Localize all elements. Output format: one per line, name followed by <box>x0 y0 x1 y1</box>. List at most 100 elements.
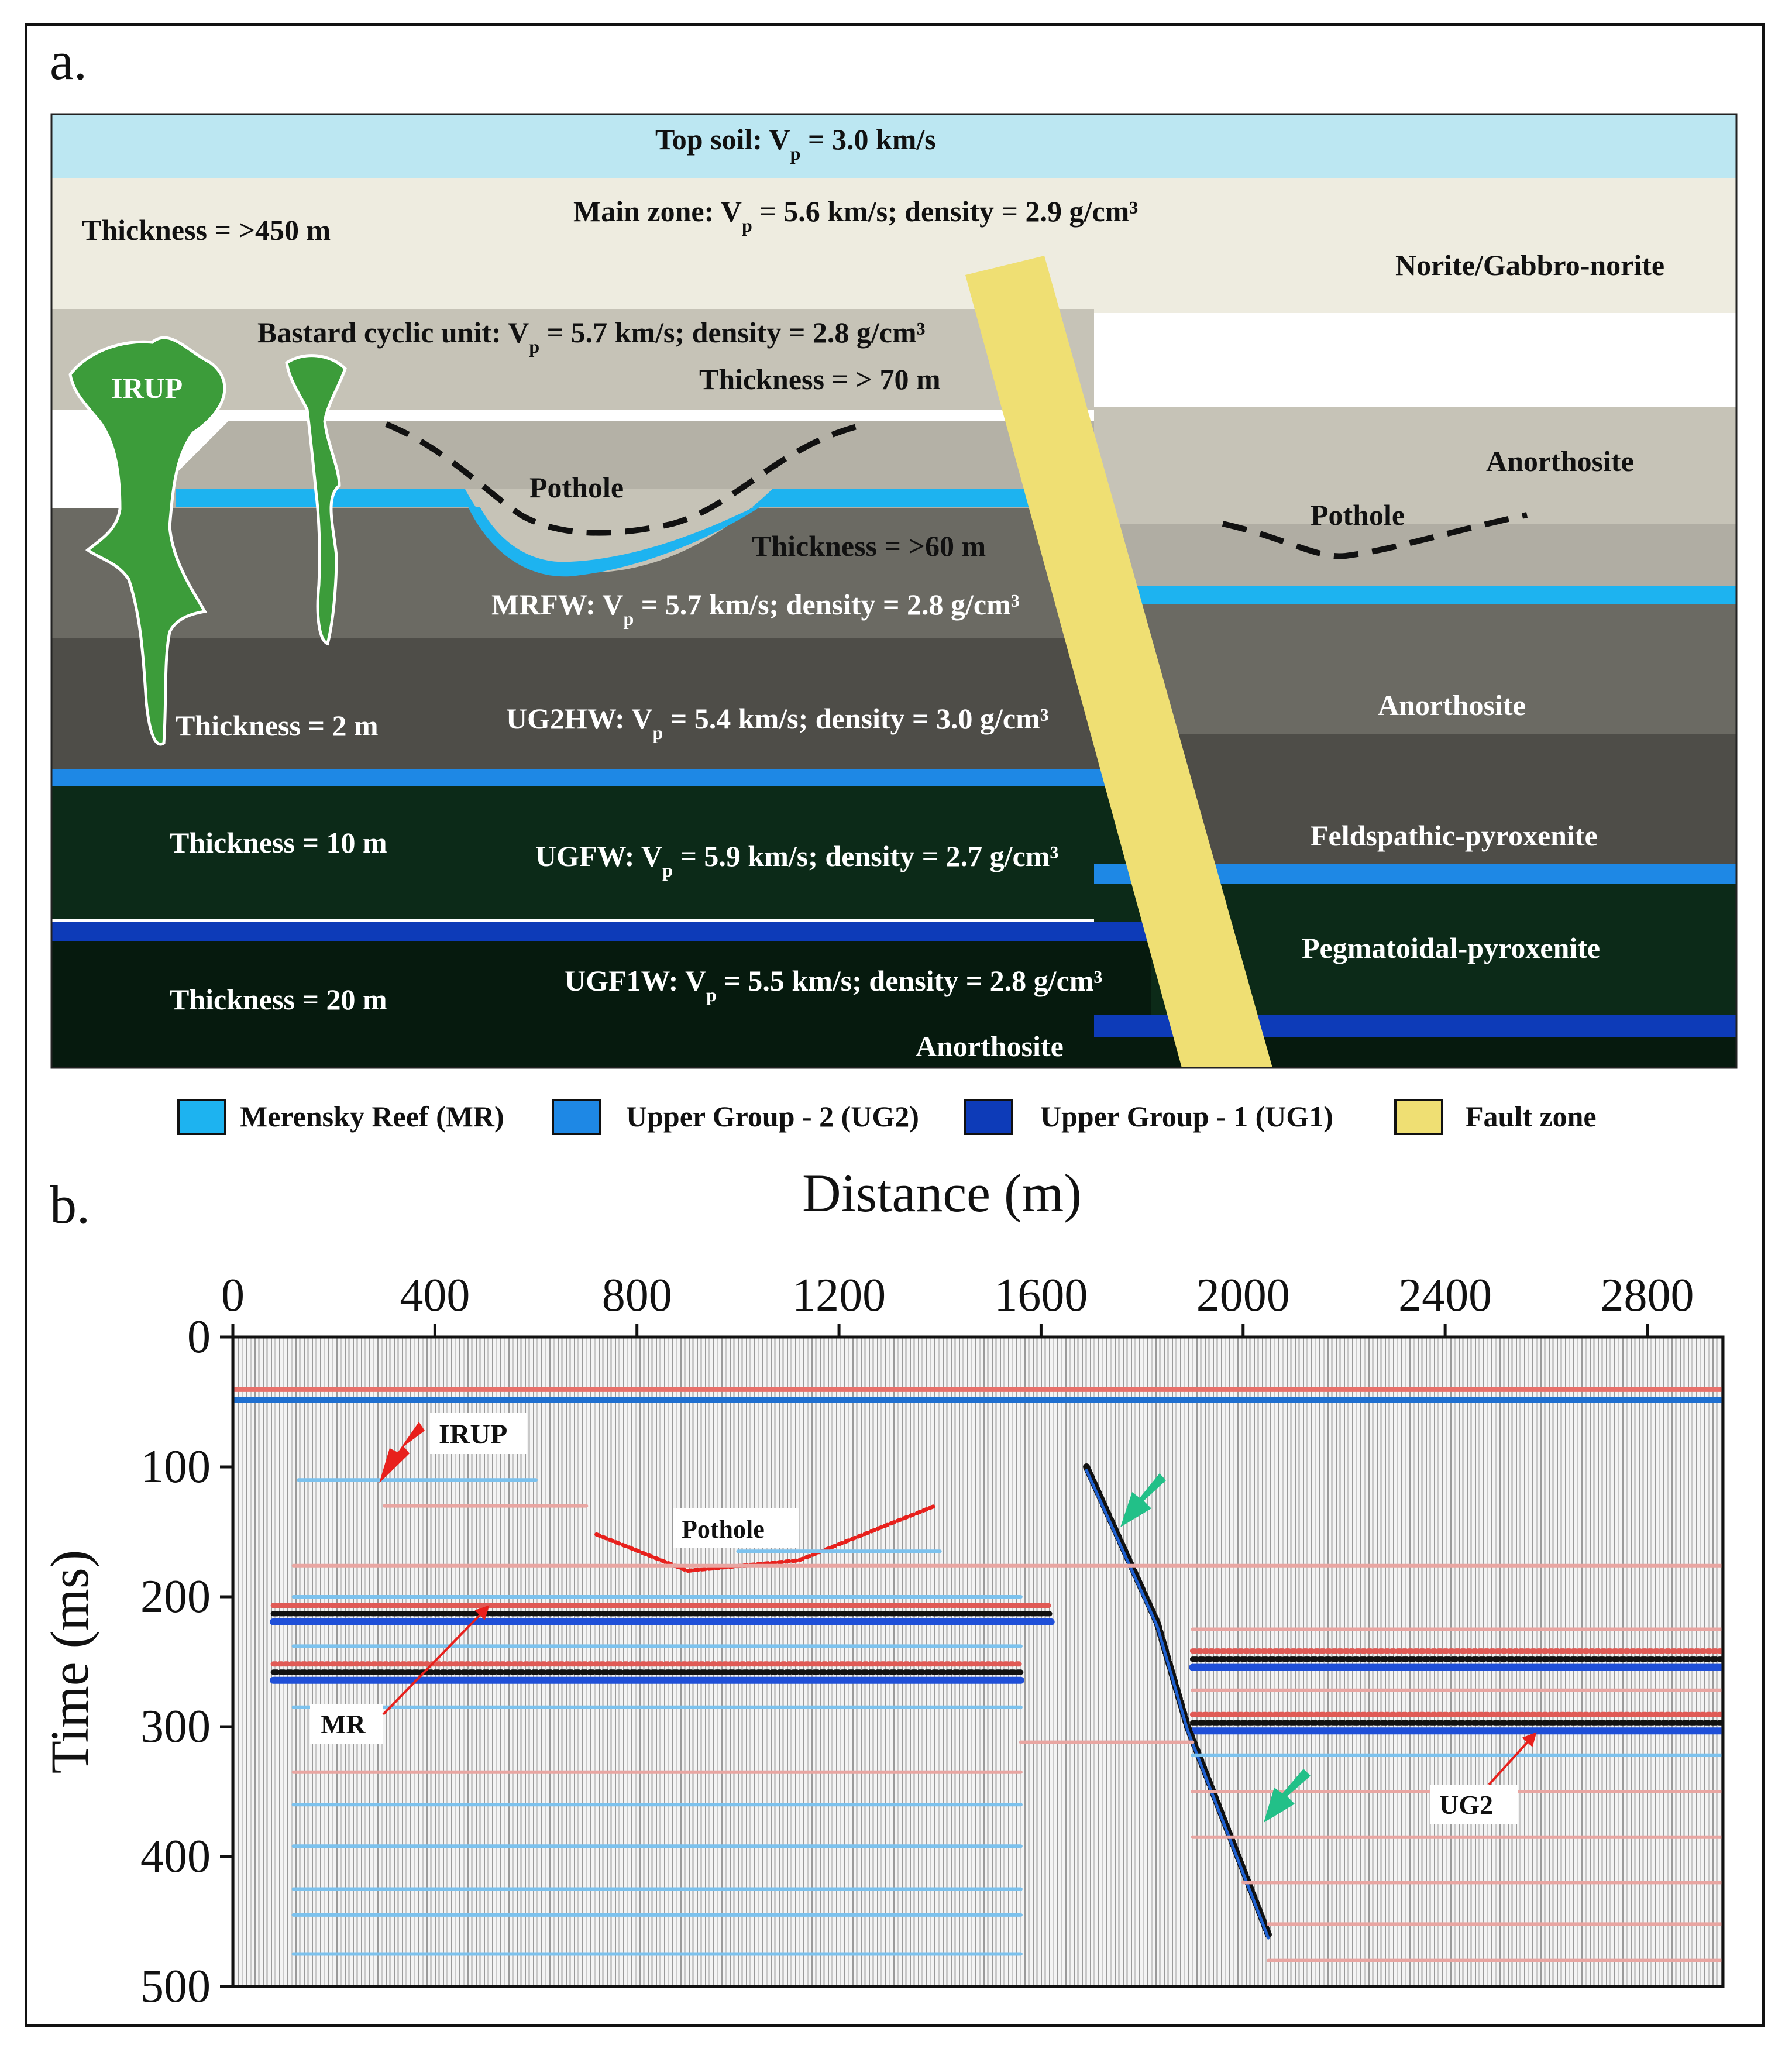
x-tick-label: 0 <box>221 1270 245 1321</box>
fault-zone <box>965 256 1272 1068</box>
main-zone-prefix: Main zone: V <box>573 195 742 228</box>
label-feldspathic: Feldspathic-pyroxenite <box>1311 819 1598 852</box>
panel-b-letter: b. <box>50 1175 90 1235</box>
ug2hw-prefix: UG2HW: V <box>506 702 653 735</box>
legend-label-ug1: Upper Group - 1 (UG1) <box>1040 1100 1333 1133</box>
y-tick-label: 500 <box>140 1961 211 2012</box>
x-tick-label: 800 <box>602 1270 672 1321</box>
ug2-label-box <box>1430 1785 1518 1824</box>
x-tick-label: 1600 <box>994 1270 1088 1321</box>
geologic-section <box>50 113 1738 1069</box>
section-border <box>50 113 1738 1069</box>
ugfw-prefix: UGFW: V <box>535 840 662 872</box>
label-bastard: Bastard cyclic unit: Vp = 5.7 km/s; dens… <box>257 316 926 357</box>
label-anorthosite-3: Anorthosite <box>916 1030 1064 1063</box>
top-soil-suffix: = 3.0 km/s <box>800 123 935 156</box>
pothole-annotation: Pothole <box>682 1515 765 1544</box>
mr-pointer <box>382 1605 490 1716</box>
y-tick-label: 200 <box>140 1571 211 1623</box>
ug2-pointer <box>1488 1732 1537 1786</box>
ugfw-suffix: = 5.9 km/s; density = 2.7 g/cm³ <box>673 840 1058 872</box>
y-tick-label: 100 <box>140 1441 211 1493</box>
irup-label-box <box>430 1413 527 1454</box>
x-axis-title: Distance (m) <box>802 1163 1082 1223</box>
legend-label-mr: Merensky Reef (MR) <box>240 1100 504 1133</box>
label-pothole-right: Pothole <box>1311 499 1405 531</box>
ug2-annotation: UG2 <box>1439 1790 1493 1820</box>
y-tick-label: 400 <box>140 1831 211 1882</box>
label-pegmatoidal: Pegmatoidal-pyroxenite <box>1302 932 1600 964</box>
plot-border <box>231 1335 1725 1988</box>
layer-top-soil <box>51 114 1736 178</box>
ugfw-sub: p <box>662 860 673 881</box>
label-thickness-60: Thickness = >60 m <box>752 530 986 562</box>
ugf1w-sub: p <box>706 984 717 1005</box>
ug2hw-suffix: = 5.4 km/s; density = 3.0 g/cm³ <box>663 702 1048 735</box>
mrfw-suffix: = 5.7 km/s; density = 2.8 g/cm³ <box>634 588 1019 621</box>
label-ug2hw: UG2HW: Vp = 5.4 km/s; density = 3.0 g/cm… <box>506 702 1049 743</box>
pothole-left-boundary <box>385 421 867 536</box>
bastard-prefix: Bastard cyclic unit: V <box>257 316 529 349</box>
label-ugf1w: UGF1W: Vp = 5.5 km/s; density = 2.8 g/cm… <box>565 964 1102 1005</box>
label-thickness-2: Thickness = 2 m <box>176 709 379 742</box>
label-anorthosite-2: Anorthosite <box>1378 689 1526 721</box>
layer-ug2hw <box>51 638 1105 769</box>
bastard-sub: p <box>529 336 539 357</box>
legend-swatch-ug2 <box>552 1099 601 1135</box>
legend-label-ug2: Upper Group - 2 (UG2) <box>626 1100 919 1133</box>
mr-annotation: MR <box>321 1709 366 1739</box>
label-thickness-20: Thickness = 20 m <box>170 983 387 1016</box>
mr-label-box <box>310 1704 383 1744</box>
x-tick-label: 2000 <box>1196 1270 1290 1321</box>
x-tick-label: 1200 <box>792 1270 886 1321</box>
figure-frame <box>25 23 1765 2027</box>
irup-body-small <box>285 354 347 646</box>
pothole-label-box <box>673 1508 799 1548</box>
ug1-band-left <box>51 922 1151 941</box>
legend: Merensky Reef (MR) Upper Group - 2 (UG2)… <box>177 1099 1597 1135</box>
legend-label-fault: Fault zone <box>1466 1100 1597 1133</box>
legend-swatch-ug1 <box>964 1099 1013 1135</box>
label-thickness-bastard: Thickness = > 70 m <box>699 363 941 396</box>
irup-body-large <box>68 336 226 746</box>
x-tick-label: 400 <box>400 1270 470 1321</box>
green-arrow-lower <box>1264 1769 1311 1823</box>
reflector-fault-reflection-blue <box>1085 1469 1270 1940</box>
layer-bastard-right <box>1094 407 1736 527</box>
legend-swatch-fault <box>1394 1099 1443 1135</box>
label-thickness-main: Thickness = >450 m <box>82 214 331 246</box>
green-arrow-upper <box>1120 1473 1166 1527</box>
ug2hw-sub: p <box>653 722 663 743</box>
label-norite: Norite/Gabbro-norite <box>1395 249 1664 281</box>
irup-annotation: IRUP <box>439 1419 507 1450</box>
y-tick-label: 0 <box>187 1311 211 1363</box>
label-pothole-left: Pothole <box>529 471 624 504</box>
label-thickness-10: Thickness = 10 m <box>170 826 387 859</box>
label-anorthosite-1: Anorthosite <box>1486 445 1634 477</box>
x-tick-label: 2800 <box>1600 1270 1694 1321</box>
legend-swatch-mr <box>177 1099 226 1135</box>
top-soil-sub: p <box>790 143 801 164</box>
pothole-right-boundary <box>1222 512 1528 559</box>
ugf1w-prefix: UGF1W: V <box>565 964 706 997</box>
top-soil-prefix: Top soil: V <box>655 123 790 156</box>
section-labels: Top soil: Vp = 3.0 km/s Main zone: Vp = … <box>82 123 1664 1063</box>
ug2-band-left <box>51 769 1151 786</box>
layer-anorthosite-right <box>1094 524 1736 588</box>
pothole-left-shape <box>465 489 772 573</box>
mrfw-prefix: MRFW: V <box>491 588 623 621</box>
x-tick-label: 2400 <box>1398 1270 1492 1321</box>
label-irup: IRUP <box>111 372 183 404</box>
annotations: IRUP Pothole MR UG2 <box>310 1413 1537 1824</box>
mrfw-sub: p <box>623 608 634 629</box>
label-mrfw: MRFW: Vp = 5.7 km/s; density = 2.8 g/cm³ <box>491 588 1020 629</box>
layer-mrfw-right <box>1094 603 1736 734</box>
label-top-soil: Top soil: Vp = 3.0 km/s <box>655 123 936 164</box>
label-ugfw: UGFW: Vp = 5.9 km/s; density = 2.7 g/cm³ <box>535 840 1058 881</box>
irup-arrow <box>379 1422 425 1483</box>
pothole-left-reef <box>468 507 761 577</box>
ugf1w-suffix: = 5.5 km/s; density = 2.8 g/cm³ <box>717 964 1102 997</box>
bastard-suffix: = 5.7 km/s; density = 2.8 g/cm³ <box>539 316 925 349</box>
axes: 0 400 800 1200 1600 2000 2400 2800 0 100 200 300 400… <box>140 1270 1694 2012</box>
